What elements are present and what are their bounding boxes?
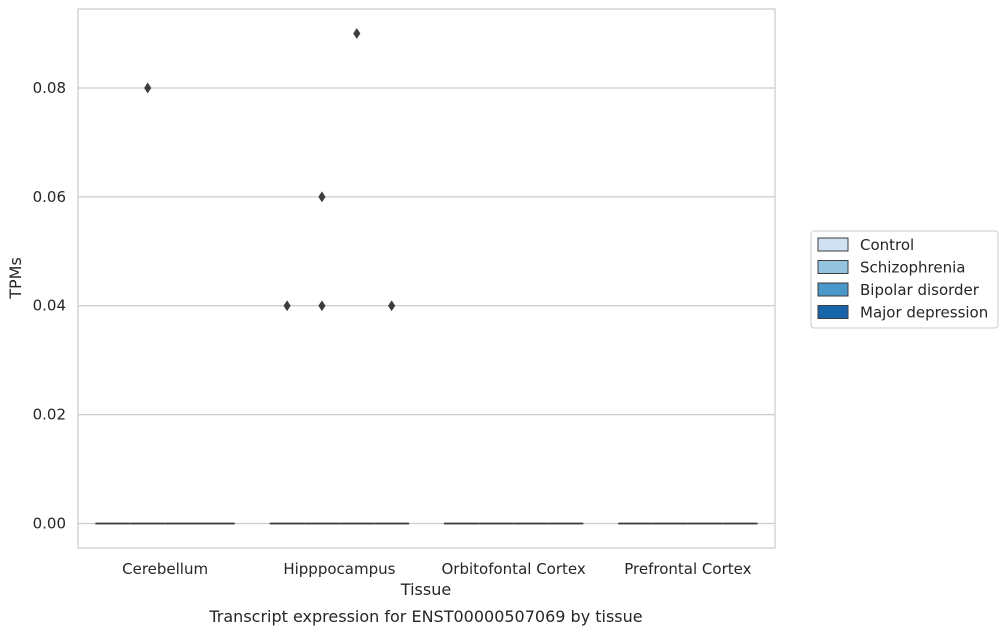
chart-caption: Transcript expression for ENST0000050706… <box>208 607 642 626</box>
x-tick-labels: Cerebellum Hipppocampus Orbitofontal Corte… <box>122 560 751 578</box>
box-schizophrenia <box>130 82 166 525</box>
grid-lines <box>78 87 775 525</box>
x-tick-label: Orbitofontal Cortex <box>442 560 586 578</box>
legend-label: Major depression <box>860 304 988 322</box>
outlier-point <box>353 28 361 39</box>
y-tick-label: 0.00 <box>33 515 66 533</box>
x-axis-label: Tissue <box>400 580 451 599</box>
legend: Control Schizophrenia Bipolar disorder Majo… <box>810 230 999 329</box>
x-tick-label: Prefrontal Cortex <box>624 560 751 578</box>
box-bipolar-disorder <box>339 28 375 525</box>
legend-swatch <box>817 237 849 252</box>
outlier-point <box>283 300 291 312</box>
legend-label: Bipolar disorder <box>860 281 980 299</box>
outlier-point <box>144 82 152 94</box>
outlier-point <box>388 300 396 312</box>
y-tick-label: 0.06 <box>33 188 66 206</box>
box-control <box>269 300 305 525</box>
outlier-point <box>318 191 326 203</box>
box-schizophrenia <box>304 191 340 525</box>
y-tick-label: 0.02 <box>33 406 66 424</box>
y-tick-labels: 0.00 0.02 0.04 0.06 0.08 <box>33 79 66 533</box>
legend-label: Control <box>860 236 914 254</box>
y-axis-label: TPMs <box>6 257 25 300</box>
legend-frame <box>810 230 999 329</box>
legend-swatch <box>817 282 849 297</box>
y-tick-label: 0.04 <box>33 297 66 315</box>
y-tick-label: 0.08 <box>33 79 66 97</box>
legend-swatch <box>817 305 849 319</box>
box-layer <box>95 28 758 525</box>
outlier-point <box>318 300 326 312</box>
legend-swatch <box>817 260 849 274</box>
x-tick-label: Cerebellum <box>122 560 208 578</box>
plot-area-frame <box>77 8 776 549</box>
x-tick-label: Hipppocampus <box>283 560 395 578</box>
box-major-depression <box>374 300 410 525</box>
legend-label: Schizophrenia <box>860 259 965 277</box>
